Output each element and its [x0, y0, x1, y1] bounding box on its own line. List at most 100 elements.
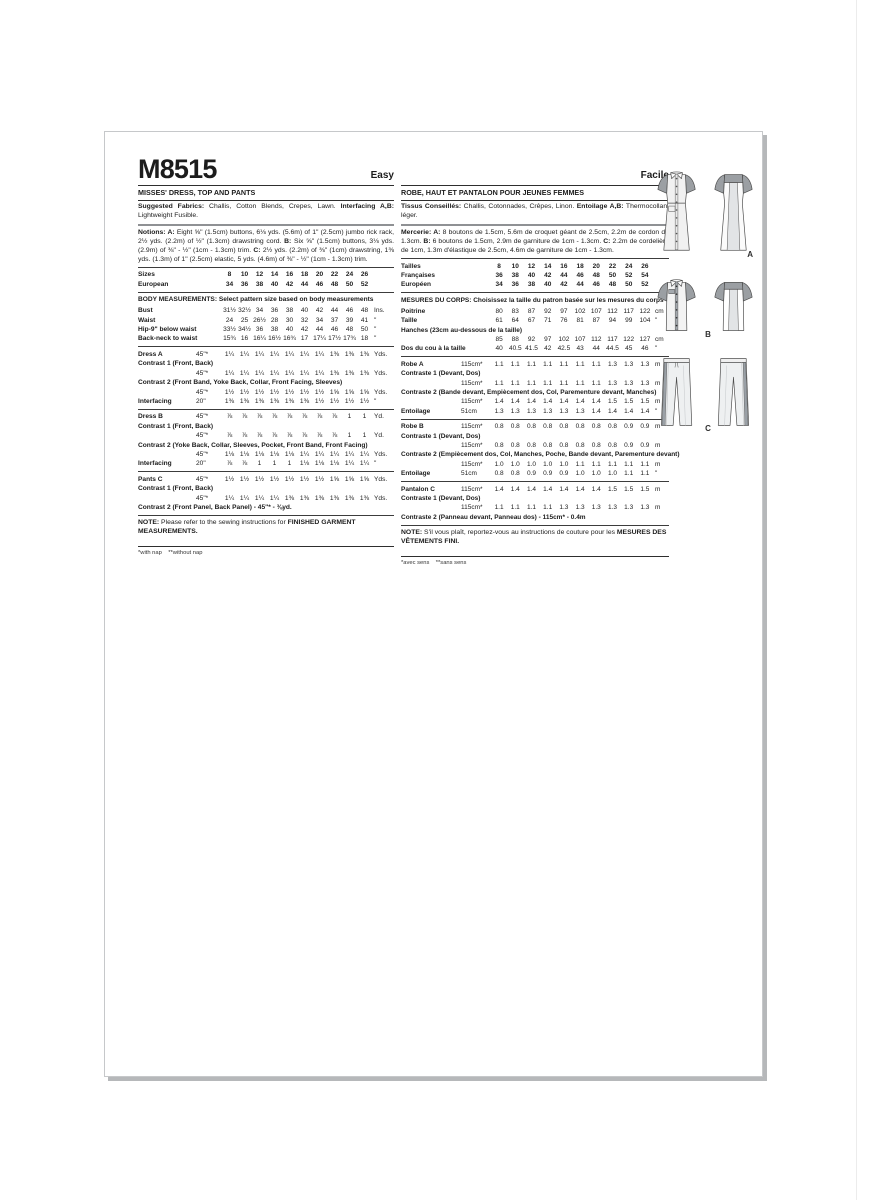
value-cell: 38	[285, 307, 294, 315]
unit-cell: Ins.	[374, 307, 385, 315]
value-cell: 1⅜	[254, 397, 265, 405]
value-cell: 1⅝	[344, 475, 355, 483]
row-label: Entoilage	[401, 407, 431, 415]
table-divider	[401, 524, 669, 526]
value-cell: 1.0	[591, 470, 601, 478]
value-cell: 1⅜	[284, 494, 295, 502]
value-cell: 46	[330, 326, 339, 334]
unit-cell: Yd.	[374, 413, 384, 421]
value-cell: 1¼	[314, 350, 325, 358]
value-cell: 38	[511, 271, 519, 279]
value-cell: 0.8	[494, 442, 504, 450]
value-cell: 0.8	[591, 423, 601, 431]
table-span-label: Contrast 1 (Front, Back)	[138, 422, 214, 430]
value-cell: 40.5	[508, 345, 522, 353]
value-cell: 1.1	[510, 379, 520, 387]
unit-cell: m	[655, 423, 661, 431]
table-row: 115cm* 1.0 1.0 1.0 1.0 1.0 1.1 1.1 1.1 1.1 1.1 m	[401, 460, 669, 469]
text-segment: FINISHED GARMENT MEASUREMENTS.	[138, 518, 356, 535]
value-cell: 1½	[299, 388, 310, 396]
value-cell: 1.1	[526, 360, 537, 368]
value-cell: 43	[576, 345, 584, 353]
value-cell: 1⅜	[329, 350, 340, 358]
value-cell: 1	[287, 460, 292, 468]
value-cell: 1.3	[494, 407, 504, 415]
fabric-width-cell: 45"*	[196, 450, 209, 458]
value-cell: 1⅜	[224, 397, 235, 405]
value-cell: 1¼	[254, 350, 265, 358]
table-row: Pants C 45"* 1½ 1½ 1½ 1½ 1½ 1½ 1½ 1⅝ 1⅝ 1⅝ Yds.	[138, 475, 394, 484]
value-cell: 1.5	[624, 485, 634, 493]
value-cell: 16½	[268, 335, 281, 343]
row-label: Interfacing	[138, 397, 172, 405]
divider	[138, 184, 394, 186]
value-cell: 1⅛	[254, 450, 265, 458]
value-cell: 76	[560, 317, 568, 325]
value-cell: 1¼	[329, 450, 340, 458]
value-cell: ⅞	[271, 432, 278, 440]
value-cell: ⅞	[331, 432, 338, 440]
divider	[138, 199, 394, 201]
value-cell: 94	[608, 317, 617, 325]
table-divider	[138, 291, 394, 293]
value-cell: 44	[576, 281, 584, 289]
value-cell: 1⅜	[314, 494, 325, 502]
row-label: Dress A	[138, 350, 163, 358]
value-cell: 1.4	[575, 398, 585, 406]
value-cell: 1.3	[510, 407, 520, 415]
value-cell: 1¼	[224, 350, 235, 358]
value-cell: 0.8	[559, 442, 569, 450]
nap-footnote-fr: *avec sens **sans sens	[401, 559, 467, 566]
value-cell: 1¼	[269, 350, 280, 358]
table-row: Robe B 115cm* 0.8 0.8 0.8 0.8 0.8 0.8 0.8 0.8 0.9 0…	[401, 422, 669, 431]
english-column: M8515 Easy MISSES' DRESS, TOP AND PANTS …	[138, 154, 394, 556]
value-cell: 1.3	[640, 379, 650, 387]
table-divider	[401, 292, 669, 294]
table-row: 45"* 1½ 1½ 1½ 1½ 1½ 1½ 1½ 1⅝ 1⅝ 1⅝ Yds.	[138, 388, 394, 397]
value-cell: 0.8	[607, 423, 618, 431]
value-cell: 1⅜	[359, 369, 370, 377]
table-row: 115cm* 1.1 1.1 1.1 1.1 1.1 1.1 1.1 1.3 1.3 1.3 m	[401, 379, 669, 388]
value-cell: 0.8	[510, 470, 520, 478]
table-span-label: Hanches (23cm au-dessous de la taille)	[401, 326, 523, 334]
table-row: Bust 31½ 32½ 34 36 38 40 42 44 46 48 Ins.	[138, 306, 394, 315]
text-segment: Eight ⅝" (1.5cm) buttons, 6⅛ yds. (5.6m)…	[138, 228, 394, 245]
value-cell: 1¼	[299, 350, 310, 358]
table-divider	[401, 356, 669, 358]
value-cell: 24	[625, 262, 633, 270]
unit-cell: Yds.	[374, 475, 388, 483]
value-cell: 24	[345, 271, 354, 279]
value-cell: 1.3	[591, 504, 601, 512]
value-cell: 92	[544, 307, 552, 315]
sizes-measurements-yardage-table-fr: Tailles 8 10 12 14 16 18 20 22 24 26 Françaises 36 38…	[401, 258, 680, 526]
value-cell: 1⅛	[314, 460, 325, 468]
finished-garment-note-en: NOTE: Please refer to the sewing instruc…	[138, 519, 394, 537]
value-cell: 1.1	[559, 379, 569, 387]
value-cell: 26	[360, 271, 369, 279]
value-cell: 17	[300, 335, 309, 343]
divider	[401, 184, 669, 186]
value-cell: 1⅝	[329, 388, 340, 396]
unit-cell: "	[374, 316, 377, 324]
unit-cell: "	[655, 345, 658, 353]
table-span-label: Contrast 2 (Front Band, Yoke Back, Colla…	[138, 379, 343, 387]
value-cell: 1.0	[510, 460, 520, 468]
value-cell: 20	[592, 262, 600, 270]
table-span-label: Contrast 2 (Yoke Back, Collar, Sleeves, …	[138, 441, 368, 449]
value-cell: 42	[285, 280, 294, 288]
value-cell: 1¼	[359, 450, 370, 458]
value-cell: 1.4	[624, 407, 634, 415]
table-divider	[138, 346, 394, 348]
divider	[401, 199, 669, 201]
value-cell: 17½	[328, 335, 341, 343]
value-cell: 40	[270, 280, 279, 288]
row-label: Back-neck to waist	[138, 335, 198, 343]
value-cell: 117	[623, 307, 634, 315]
value-cell: 28	[270, 316, 279, 324]
table-section-heading: BODY MEASUREMENTS: Select pattern size b…	[138, 296, 374, 304]
table-row: Européen 34 36 38 40 42 44 46 48 50 52	[401, 280, 669, 289]
value-cell: 1.3	[607, 379, 618, 387]
value-cell: 14	[544, 262, 552, 270]
value-cell: ⅞	[286, 413, 293, 421]
value-cell: 1.3	[624, 504, 634, 512]
